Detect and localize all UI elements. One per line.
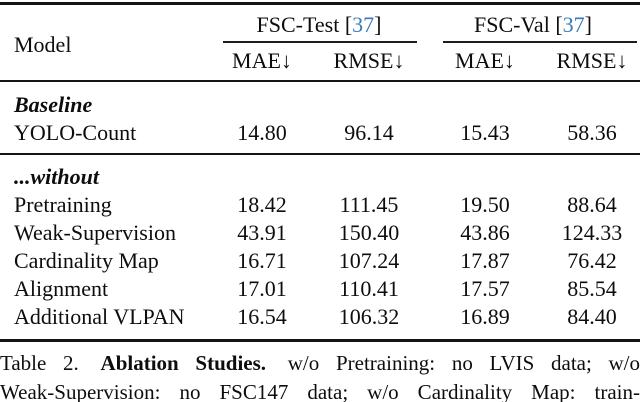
- table-body: Baseline YOLO-Count 14.80 96.14 15.43 58…: [0, 82, 640, 331]
- group-name: FSC-Test: [256, 12, 340, 37]
- group-name: FSC-Val: [474, 12, 550, 37]
- cell-value: 15.43: [460, 120, 510, 145]
- cell-value: 76.42: [567, 248, 617, 273]
- table-header-rule: [0, 80, 640, 82]
- table-row: Weak-Supervision 43.91 150.40 43.86 124.…: [0, 219, 640, 247]
- table-caption: Table 2. Ablation Studies. w/o Pretraini…: [0, 349, 640, 402]
- citation-link[interactable]: 37: [352, 12, 375, 37]
- citation-bracket-close: ]: [374, 12, 382, 37]
- table-row: YOLO-Count 14.80 96.14 15.43 58.36: [0, 119, 640, 147]
- caption-title: Ablation Studies.: [100, 351, 267, 375]
- cell-value: 88.64: [567, 192, 617, 217]
- column-header-rmse: RMSE↓: [333, 48, 405, 73]
- table-bottom-rule: [0, 339, 640, 342]
- caption-text: w/o Pretraining: no LVIS data; w/o: [287, 351, 640, 375]
- caption-line-1: Table 2. Ablation Studies. w/o Pretraini…: [0, 349, 640, 378]
- caption-table-number: Table 2.: [0, 351, 79, 375]
- cell-value: 16.54: [237, 304, 287, 329]
- cell-value: 19.50: [460, 192, 510, 217]
- cell-value: 107.24: [338, 248, 400, 273]
- cell-value: 150.40: [338, 220, 400, 245]
- cell-value: 16.89: [460, 304, 510, 329]
- caption-line-2: Weak-Supervision: no FSC147 data; w/o Ca…: [0, 380, 640, 402]
- cell-value: 17.01: [237, 276, 287, 301]
- row-label: Weak-Supervision: [14, 220, 176, 245]
- table-row: Additional VLPAN 16.54 106.32 16.89 84.4…: [0, 303, 640, 331]
- group-header-fsc-test-label: FSC-Test [37]: [212, 12, 426, 38]
- column-header-mae: MAE↓: [232, 48, 292, 73]
- cell-value: 17.87: [460, 248, 510, 273]
- cell-value: 18.42: [237, 192, 287, 217]
- cell-value: 17.57: [460, 276, 510, 301]
- group-header-fsc-val: FSC-Val [37] MAE↓ RMSE↓: [426, 12, 640, 78]
- table-header: Model FSC-Test [37] MAE↓ RMSE↓ FSC-Val […: [0, 5, 640, 78]
- row-label: Pretraining: [14, 192, 112, 217]
- cell-value: 124.33: [561, 220, 623, 245]
- group-header-fsc-val-label: FSC-Val [37]: [426, 12, 640, 38]
- cell-value: 96.14: [344, 120, 394, 145]
- cell-value: 111.45: [339, 192, 399, 217]
- subheader-row-fsc-val: MAE↓ RMSE↓: [426, 43, 640, 78]
- column-header-model: Model: [14, 32, 72, 57]
- column-header-rmse: RMSE↓: [556, 48, 628, 73]
- cell-value: 106.32: [338, 304, 400, 329]
- section-header-baseline: Baseline: [14, 92, 93, 117]
- citation-bracket-open: [: [344, 12, 353, 37]
- cell-value: 14.80: [237, 120, 287, 145]
- citation-link[interactable]: 37: [562, 12, 585, 37]
- cell-value: 110.41: [339, 276, 399, 301]
- cell-value: 43.86: [460, 220, 510, 245]
- cell-value: 16.71: [237, 248, 287, 273]
- citation-bracket-open: [: [555, 12, 563, 37]
- subheader-row-fsc-test: MAE↓ RMSE↓: [212, 43, 426, 78]
- group-header-fsc-test: FSC-Test [37] MAE↓ RMSE↓: [212, 12, 426, 78]
- section-header-without: ...without: [14, 164, 99, 189]
- row-label: Alignment: [14, 276, 109, 301]
- cmidrule-fsc-test: [223, 41, 417, 43]
- row-label: Cardinality Map: [14, 248, 159, 273]
- table-row: Pretraining 18.42 111.45 19.50 88.64: [0, 191, 640, 219]
- table-top-rule: [0, 2, 640, 5]
- cmidrule-fsc-val: [443, 41, 637, 43]
- cell-value: 58.36: [567, 120, 617, 145]
- cell-value: 84.40: [567, 304, 617, 329]
- column-header-mae: MAE↓: [455, 48, 515, 73]
- row-label: Additional VLPAN: [14, 304, 185, 329]
- row-label: YOLO-Count: [14, 120, 137, 145]
- table-section-rule: [0, 153, 640, 155]
- cell-value: 43.91: [237, 220, 287, 245]
- table-row: Alignment 17.01 110.41 17.57 85.54: [0, 275, 640, 303]
- table-row: Cardinality Map 16.71 107.24 17.87 76.42: [0, 247, 640, 275]
- cell-value: 85.54: [567, 276, 617, 301]
- citation-bracket-close: ]: [584, 12, 592, 37]
